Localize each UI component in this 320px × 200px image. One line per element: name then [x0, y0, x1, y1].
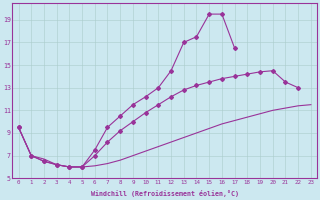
X-axis label: Windchill (Refroidissement éolien,°C): Windchill (Refroidissement éolien,°C) — [91, 190, 239, 197]
